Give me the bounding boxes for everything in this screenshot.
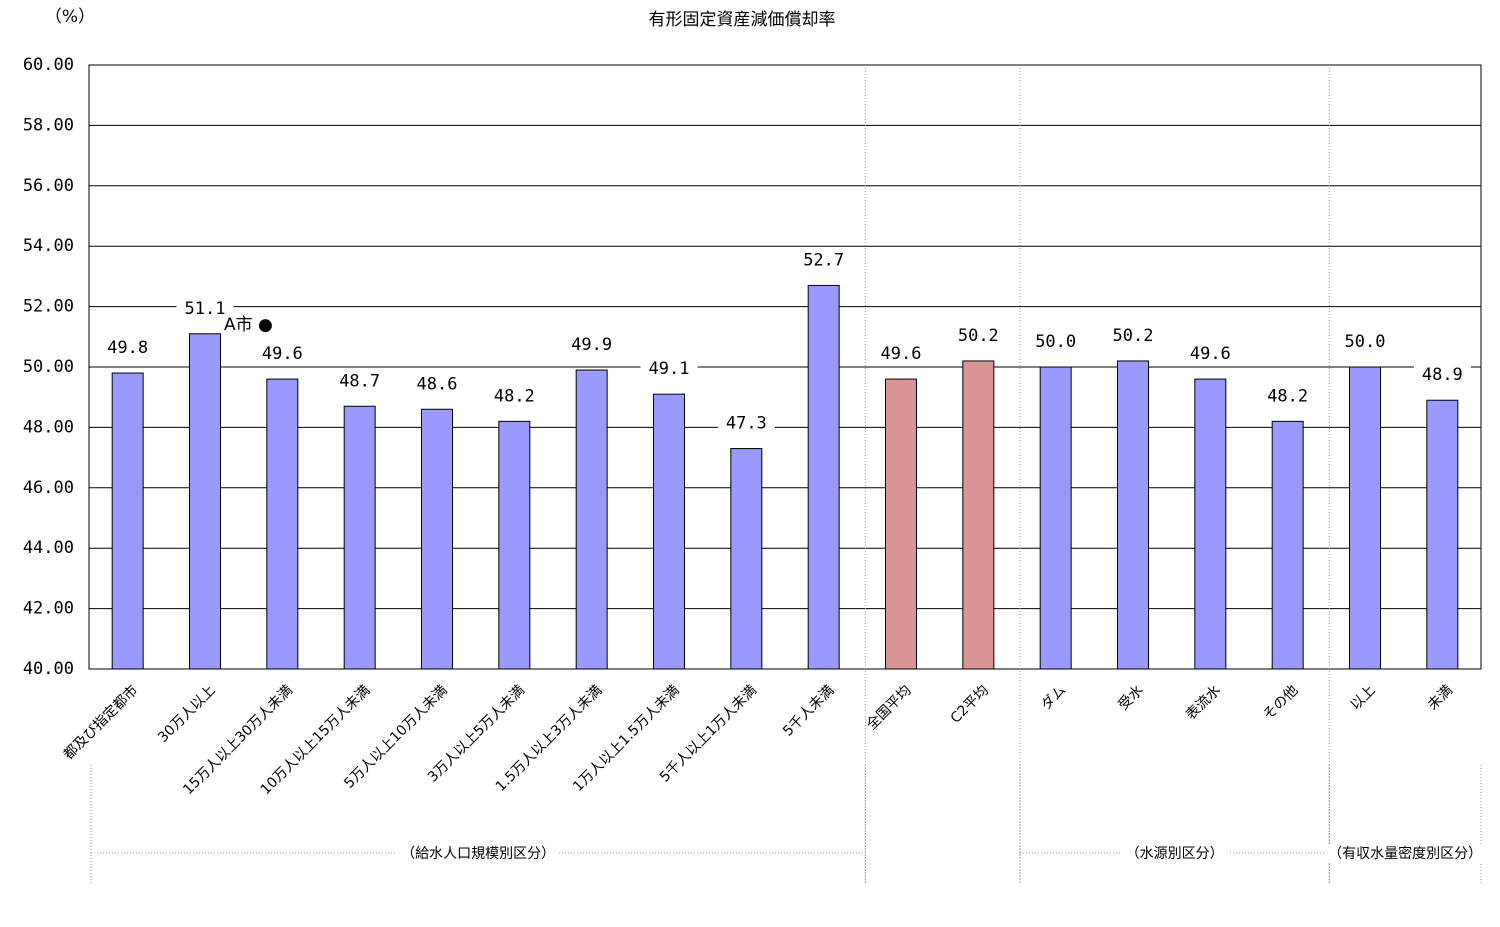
group-label: （有収水量密度別区分）: [1328, 845, 1482, 862]
y-tick-label: 40.00: [23, 659, 74, 679]
value-label-bg: [1413, 363, 1471, 388]
value-label: 48.9: [1422, 365, 1463, 385]
annotation: A市 ●: [224, 315, 273, 335]
y-unit: （%）: [45, 7, 95, 27]
bar: [1349, 366, 1381, 670]
value-label-bg: [253, 342, 311, 367]
value-label: 49.9: [571, 335, 612, 355]
x-tick-label: その他: [1260, 682, 1301, 723]
bar: [266, 378, 299, 670]
group-label-bg: [1121, 846, 1228, 862]
value-label: 52.7: [803, 250, 844, 270]
bar: [730, 448, 763, 670]
value-label: 50.0: [1345, 332, 1386, 352]
bar: [1194, 378, 1227, 670]
value-label: 48.6: [417, 374, 458, 394]
x-tick-label: 表流水: [1183, 682, 1224, 723]
value-label: 49.6: [262, 344, 303, 364]
bar: [343, 405, 376, 670]
group-label-bg: [1324, 845, 1487, 862]
y-tick-label: 46.00: [23, 478, 74, 498]
value-label-bg: [872, 342, 930, 367]
bar: [1117, 360, 1149, 670]
y-tick-label: 50.00: [23, 357, 74, 377]
y-tick-label: 42.00: [23, 599, 74, 619]
y-tick-label: 44.00: [23, 538, 74, 558]
bar: [1039, 366, 1072, 670]
value-label: 50.2: [958, 326, 999, 346]
x-tick-label: 未満: [1425, 682, 1456, 713]
value-label: 49.8: [107, 338, 148, 358]
value-label-bg: [1027, 330, 1085, 354]
bar: [498, 420, 531, 670]
bar: [1271, 420, 1304, 670]
y-tick-label: 48.00: [23, 417, 74, 437]
bar: [962, 360, 995, 670]
group-label-bg: [397, 846, 560, 862]
bar: [1426, 399, 1459, 670]
value-label: 49.1: [649, 359, 690, 379]
group-label: （水源別区分）: [1126, 846, 1224, 862]
x-tick-label: ダム: [1038, 682, 1069, 713]
x-tick-label: C2平均: [948, 682, 992, 726]
value-label-bg: [99, 336, 157, 361]
value-label-bg: [795, 248, 853, 273]
value-label-bg: [331, 369, 389, 394]
bar: [421, 408, 453, 670]
x-tick-label: 都及び指定都市: [60, 682, 141, 763]
value-label: 49.6: [881, 344, 922, 364]
y-tick-label: 60.00: [23, 55, 74, 75]
value-label-bg: [949, 323, 1007, 348]
value-label: 49.6: [1190, 344, 1231, 364]
value-label-bg: [408, 372, 466, 397]
bar: [807, 284, 840, 670]
y-tick-label: 52.00: [23, 297, 74, 317]
value-label-bg: [1104, 323, 1162, 348]
x-tick-label: 5千人未満: [780, 682, 837, 739]
group-label: （給水人口規模別区分）: [401, 846, 555, 862]
value-label: 50.0: [1035, 332, 1076, 352]
bar: [885, 378, 917, 670]
bar: [575, 369, 608, 670]
value-label-bg: [563, 333, 621, 358]
value-label-bg: [717, 411, 775, 436]
value-label-bg: [1259, 384, 1317, 409]
y-tick-label: 56.00: [23, 176, 74, 196]
value-label: 51.1: [185, 299, 226, 319]
value-label: 48.2: [1267, 386, 1308, 406]
bar: [189, 333, 221, 670]
x-tick-label: 以上: [1348, 682, 1379, 713]
value-label-bg: [640, 357, 698, 382]
x-tick-label: 受水: [1116, 682, 1147, 713]
y-tick-label: 54.00: [23, 236, 74, 256]
value-label: 48.2: [494, 386, 535, 406]
value-label: 48.7: [339, 371, 380, 391]
bar: [111, 372, 144, 670]
bar: [653, 393, 685, 670]
x-tick-label: 30万人以上: [155, 682, 219, 746]
value-label: 50.2: [1113, 326, 1154, 346]
y-tick-label: 58.00: [23, 115, 74, 135]
value-label-bg: [1181, 342, 1239, 367]
value-label: 47.3: [726, 414, 767, 434]
value-label-bg: [485, 384, 543, 409]
value-label-bg: [176, 296, 234, 321]
grid: [89, 64, 1481, 670]
chart-title: 有形固定資産減価償却率: [649, 10, 836, 30]
value-label-bg: [1336, 330, 1394, 354]
x-tick-label: 全国平均: [863, 682, 915, 734]
